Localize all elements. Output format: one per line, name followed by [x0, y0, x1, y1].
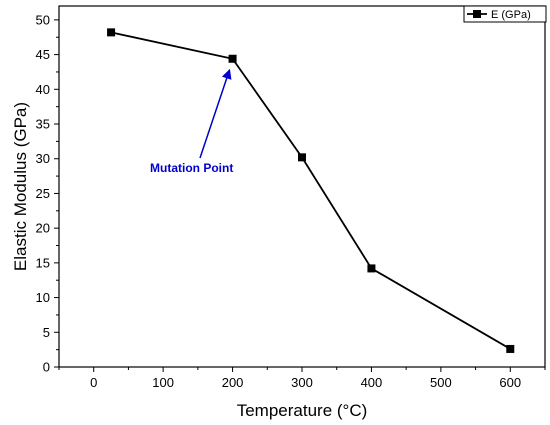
y-tick-label: 35	[36, 117, 50, 132]
data-point-marker	[298, 153, 306, 162]
y-tick-label: 50	[36, 12, 50, 27]
legend-label: E (GPa)	[491, 9, 531, 21]
y-tick-label: 25	[36, 186, 50, 201]
x-tick-label: 400	[361, 375, 383, 390]
data-point-marker	[107, 28, 116, 37]
x-tick-label: 200	[222, 375, 244, 390]
series-line	[110, 31, 511, 350]
x-tick-label: 300	[291, 375, 313, 390]
plot-frame	[58, 5, 546, 368]
x-axis-title: Temperature (°C)	[237, 401, 368, 420]
axis-ticks: 0 100 200 300 400 500 600 0 5 10 15 20 25 30 35 40 45 50	[36, 12, 546, 390]
y-tick-label: 15	[36, 255, 50, 270]
annotation: Mutation Point	[150, 68, 233, 175]
x-tick-label: 500	[430, 375, 452, 390]
data-point-marker	[228, 54, 237, 63]
x-tick-label: 600	[499, 375, 521, 390]
y-tick-label: 45	[36, 47, 50, 62]
annotation-label: Mutation Point	[150, 161, 233, 175]
x-tick-label: 100	[152, 375, 174, 390]
data-point-marker	[506, 344, 515, 353]
legend: E (GPa)	[463, 5, 547, 23]
x-tick-label: 0	[90, 375, 97, 390]
y-axis-title: Elastic Modulus (GPa)	[11, 102, 30, 271]
plot-series	[107, 28, 515, 353]
y-tick-label: 5	[43, 325, 50, 340]
legend-square-marker	[473, 10, 481, 18]
legend-box	[463, 5, 547, 23]
y-tick-label: 40	[36, 82, 50, 97]
annotation-arrow	[199, 68, 232, 159]
data-point-marker	[367, 264, 376, 273]
y-tick-label: 30	[36, 151, 50, 166]
y-tick-label: 0	[43, 360, 50, 375]
y-tick-label: 20	[36, 221, 50, 236]
y-tick-label: 10	[36, 290, 50, 305]
